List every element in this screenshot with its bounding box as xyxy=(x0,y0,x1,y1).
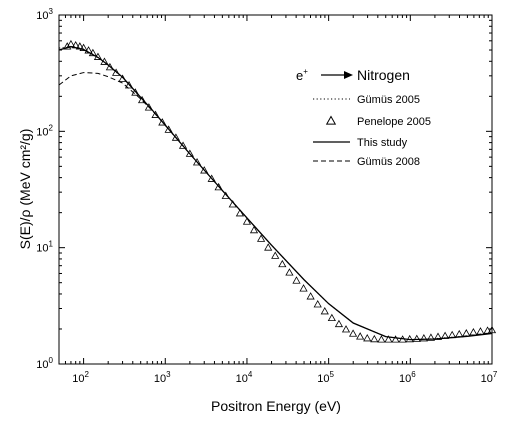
data-point-triangle xyxy=(292,276,301,284)
data-point-triangle xyxy=(256,234,266,242)
data-point-triangle xyxy=(334,319,344,328)
data-point-triangle xyxy=(348,329,358,337)
annotation-particle: e xyxy=(296,68,303,83)
data-point-triangle xyxy=(356,332,365,340)
plot-border xyxy=(58,14,493,365)
data-point-triangle xyxy=(171,133,181,141)
data-point-triangle xyxy=(214,182,223,191)
data-point-triangle xyxy=(249,225,259,234)
data-point-triangle xyxy=(341,325,351,333)
data-point-triangle xyxy=(384,335,393,343)
data-point-triangle xyxy=(433,332,443,340)
data-point-triangle xyxy=(377,335,386,343)
legend-label: This study xyxy=(357,137,408,149)
x-tick-label: 105 xyxy=(317,370,334,385)
data-point-triangle xyxy=(426,333,436,341)
data-point-triangle xyxy=(144,103,153,111)
data-point-triangle xyxy=(178,141,188,149)
svg-text:e+: e+ xyxy=(296,67,308,83)
data-point-triangle xyxy=(271,251,280,259)
series-penelope-2005 xyxy=(63,39,497,343)
data-point-triangle xyxy=(370,334,379,343)
plot-area xyxy=(58,14,493,365)
data-point-triangle xyxy=(285,268,294,276)
x-tick-label: 107 xyxy=(481,370,498,385)
data-point-triangle xyxy=(469,327,478,336)
data-point-triangle xyxy=(185,149,194,157)
data-point-triangle xyxy=(84,46,93,54)
y-tick-label: 102 xyxy=(36,123,53,138)
x-tick-label: 104 xyxy=(236,370,253,385)
legend-label: Gümüs 2008 xyxy=(357,156,420,168)
x-tick-label: 106 xyxy=(399,370,416,385)
legend-marker-triangle xyxy=(325,115,337,125)
data-point-triangle xyxy=(278,259,287,268)
data-point-triangle xyxy=(391,335,400,343)
data-point-triangle xyxy=(207,174,216,182)
data-point-triangle xyxy=(264,243,273,251)
data-point-triangle xyxy=(313,300,322,308)
y-tick-label: 100 xyxy=(36,356,53,371)
data-point-triangle xyxy=(487,325,497,334)
data-point-triangle xyxy=(131,88,140,96)
data-point-triangle xyxy=(105,62,115,71)
y-axis-label: S(E)/ρ (MeV cm²/g) xyxy=(17,129,33,250)
data-point-triangle xyxy=(455,329,464,338)
y-tick-label: 103 xyxy=(36,7,53,22)
data-point-triangle xyxy=(137,95,147,104)
series-layer xyxy=(58,39,497,343)
reaction-annotation: e+ Nitrogen xyxy=(296,67,410,83)
data-point-triangle xyxy=(419,333,428,342)
legend-label: Gümüs 2005 xyxy=(357,94,420,106)
data-point-triangle xyxy=(299,284,308,292)
legend-label: Penelope 2005 xyxy=(357,116,431,128)
data-point-triangle xyxy=(164,125,173,133)
axis-ticks: 102 103 104 105 106 107 100 101 102 103 xyxy=(36,7,498,385)
series-this-study xyxy=(58,45,493,341)
series-g-m-s-2005 xyxy=(58,46,493,341)
data-point-triangle xyxy=(327,313,336,322)
x-tick-label: 102 xyxy=(72,370,89,385)
data-point-triangle xyxy=(483,326,492,334)
x-axis-label: Positron Energy (eV) xyxy=(211,398,341,414)
legend: Gümüs 2005 Penelope 2005 This study Gümüs 2… xyxy=(313,94,431,168)
series-g-m-s-2008 xyxy=(58,72,248,219)
data-point-triangle xyxy=(476,327,485,335)
data-point-triangle xyxy=(192,158,202,166)
y-tick-label: 101 xyxy=(36,240,53,255)
data-point-triangle xyxy=(306,292,315,300)
data-point-triangle xyxy=(158,118,167,126)
x-tick-label: 103 xyxy=(154,370,171,385)
data-point-triangle xyxy=(412,334,421,342)
data-point-triangle xyxy=(200,166,209,174)
reaction-arrow-head xyxy=(344,71,353,79)
annotation-charge: + xyxy=(303,67,308,76)
data-point-triangle xyxy=(242,217,252,225)
data-point-triangle xyxy=(79,43,88,51)
data-point-triangle xyxy=(320,307,329,315)
data-point-triangle xyxy=(124,81,134,89)
data-point-triangle xyxy=(88,48,97,57)
data-point-triangle xyxy=(363,333,372,342)
data-point-triangle xyxy=(63,42,72,50)
data-point-triangle xyxy=(462,329,471,337)
annotation-target: Nitrogen xyxy=(357,67,410,83)
data-point-triangle xyxy=(151,110,160,118)
